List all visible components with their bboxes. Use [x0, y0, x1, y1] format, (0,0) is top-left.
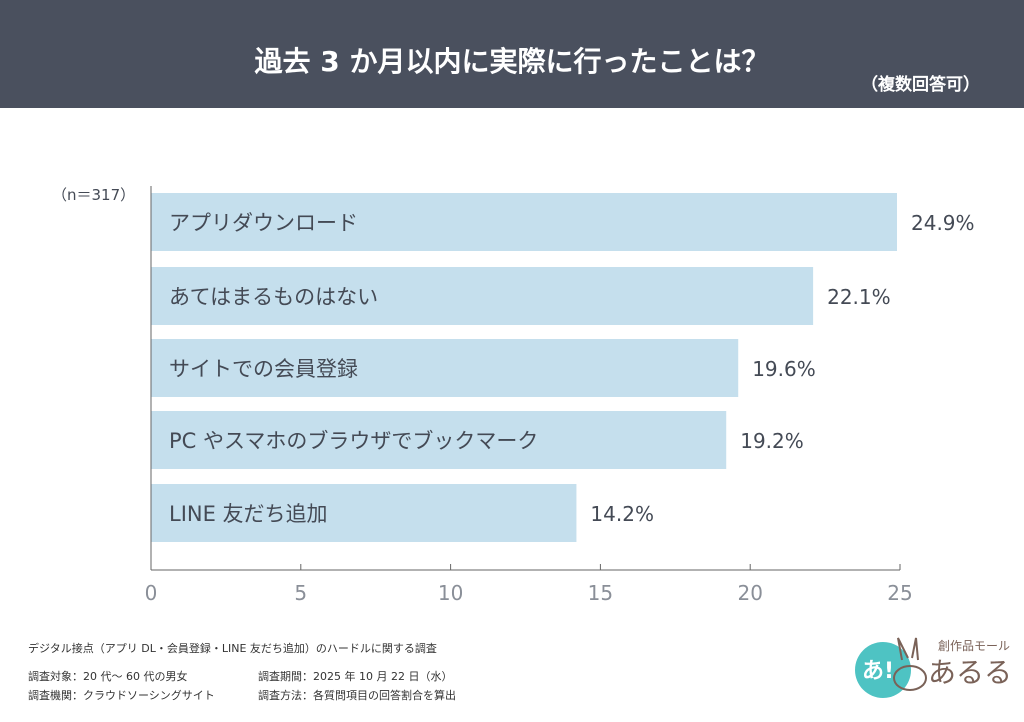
logo-tagline: 創作品モール	[938, 639, 1010, 653]
bar	[151, 411, 727, 469]
logo-mark: あ!	[862, 659, 894, 684]
x-tick-label: 5	[294, 581, 307, 605]
logo: あ! 創作品モール あるる	[850, 630, 1012, 714]
bar-category-label: LINE 友だち追加	[169, 502, 328, 526]
survey-method: 調査方法：各質問項目の回答割合を算出	[258, 689, 456, 702]
bar-category-label: PC やスマホのブラウザでブックマーク	[169, 429, 538, 453]
bar-value-label: 19.2%	[740, 429, 804, 453]
x-tick-label: 25	[887, 581, 912, 605]
bar	[151, 193, 898, 251]
survey-period: 調査期間：2025 年 10 月 22 日（水）	[258, 670, 453, 683]
logo-name: あるる	[928, 656, 1010, 689]
bar	[151, 484, 577, 542]
bar-category-label: アプリダウンロード	[169, 211, 358, 235]
bar	[151, 267, 814, 325]
bar-value-label: 22.1%	[827, 285, 891, 309]
bar-category-label: あてはまるものはない	[169, 285, 378, 309]
x-tick-label: 20	[737, 581, 762, 605]
bar-value-label: 19.6%	[752, 357, 816, 381]
header-banner: 過去 3 か月以内に実際に行ったことは？ （複数回答可）	[0, 0, 1024, 108]
x-tick-label: 15	[588, 581, 613, 605]
bar-value-label: 24.9%	[911, 211, 975, 235]
bar	[151, 339, 739, 397]
survey-org: 調査機関：クラウドソーシングサイト	[28, 689, 215, 702]
chart-title: 過去 3 か月以内に実際に行ったことは？	[254, 45, 770, 78]
survey-target: 調査対象：20 代～ 60 代の男女	[28, 670, 188, 683]
x-tick-label: 0	[145, 581, 158, 605]
sample-size-note: （n＝317）	[52, 186, 135, 204]
bar-chart: アプリダウンロード 24.9% あてはまるものはない 22.1% サイトでの会員登録 19…	[52, 186, 975, 605]
chart-subtitle: （複数回答可）	[861, 75, 980, 95]
bar-value-label: 14.2%	[590, 502, 654, 526]
bar-category-label: サイトでの会員登録	[169, 357, 358, 381]
survey-title: デジタル接点（アプリ DL・会員登録・LINE 友だち追加）のハードルに関する調…	[28, 642, 437, 655]
x-tick-label: 10	[438, 581, 463, 605]
